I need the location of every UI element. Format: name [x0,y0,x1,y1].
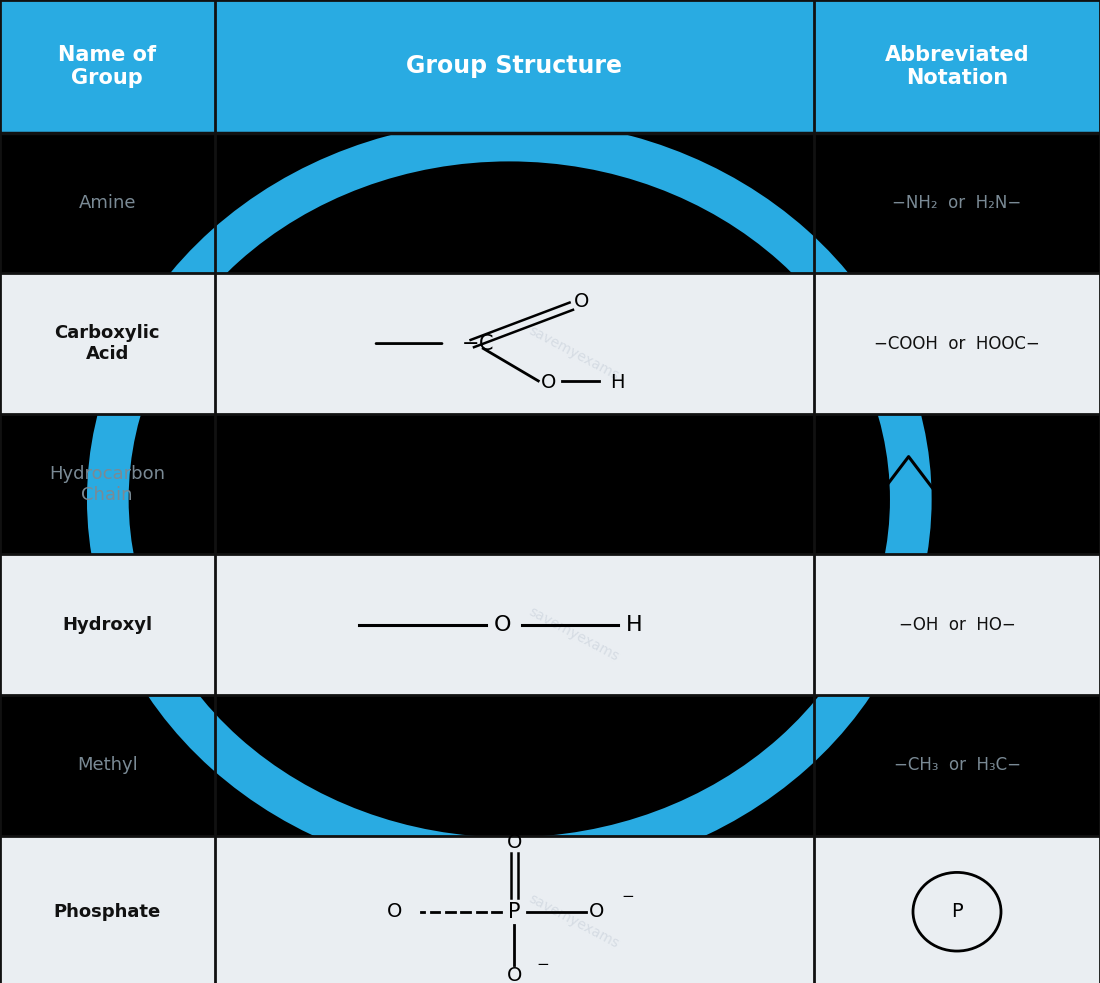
Text: Group Structure: Group Structure [406,54,623,79]
Text: Carboxylic
Acid: Carboxylic Acid [55,324,160,363]
Text: $-$C: $-$C [461,333,494,354]
Text: Hydroxyl: Hydroxyl [63,615,152,634]
Text: −: − [537,957,549,972]
Text: −OH  or  HO−: −OH or HO− [899,615,1015,634]
FancyBboxPatch shape [0,273,1100,414]
FancyBboxPatch shape [0,133,1100,273]
Text: −: − [620,890,634,904]
Text: −NH₂  or  H₂N−: −NH₂ or H₂N− [892,194,1022,212]
Text: P: P [952,902,962,921]
Text: O: O [387,902,402,921]
Text: Name of
Group: Name of Group [58,45,156,87]
Text: P: P [508,901,520,922]
Text: O: O [507,834,521,852]
Text: Amine: Amine [78,194,136,212]
FancyBboxPatch shape [0,0,1100,133]
FancyBboxPatch shape [0,554,1100,695]
FancyBboxPatch shape [0,695,1100,836]
Text: Methyl: Methyl [77,756,138,775]
Text: H: H [626,614,642,635]
FancyBboxPatch shape [0,273,1100,414]
Text: −CH₃  or  H₃C−: −CH₃ or H₃C− [893,756,1021,775]
FancyBboxPatch shape [0,836,1100,983]
Text: Hydrocarbon
Chain: Hydrocarbon Chain [50,465,165,503]
Text: Phosphate: Phosphate [54,902,161,921]
Text: savemyexams: savemyexams [527,323,622,383]
FancyBboxPatch shape [0,836,1100,983]
Text: O: O [494,614,512,635]
Text: O: O [590,902,604,921]
Text: O: O [573,292,588,311]
Text: Abbreviated
Notation: Abbreviated Notation [884,45,1030,87]
Text: H: H [609,374,625,392]
FancyBboxPatch shape [0,554,1100,695]
Text: savemyexams: savemyexams [527,892,622,952]
Text: O: O [540,374,556,392]
Text: O: O [507,966,521,983]
Text: savemyexams: savemyexams [527,605,622,665]
FancyBboxPatch shape [0,414,1100,554]
Text: −COOH  or  HOOC−: −COOH or HOOC− [874,334,1040,353]
